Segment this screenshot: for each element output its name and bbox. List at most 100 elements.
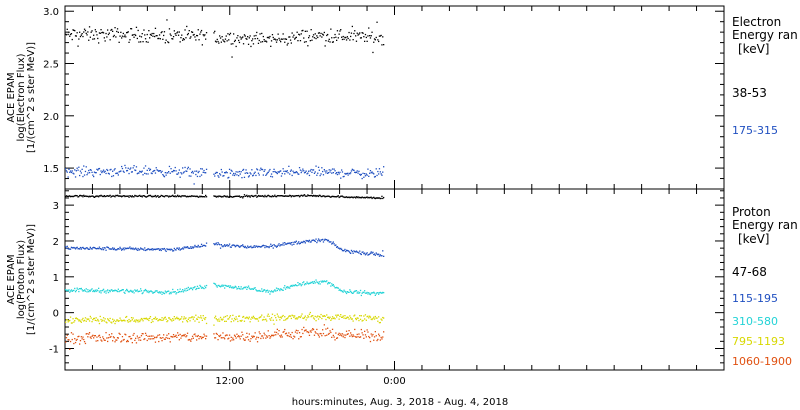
data-point [260, 246, 262, 248]
data-point [103, 291, 105, 293]
data-point [129, 168, 131, 170]
data-point [193, 333, 195, 336]
data-point [341, 249, 344, 252]
data-point [351, 250, 353, 253]
data-point [295, 240, 297, 242]
data-point [340, 177, 342, 179]
data-point [343, 249, 345, 252]
data-point [364, 173, 366, 175]
data-point [174, 195, 176, 197]
data-point [242, 36, 244, 38]
data-point [106, 322, 108, 324]
data-point [132, 290, 134, 292]
data-point [244, 287, 246, 289]
data-point [378, 292, 381, 294]
data-point [217, 242, 219, 244]
data-point [303, 240, 305, 242]
data-point [292, 315, 294, 317]
legend-entry: 175-315 [732, 124, 778, 137]
data-point [267, 36, 269, 38]
data-point [321, 167, 323, 169]
data-point [181, 34, 183, 36]
data-point [215, 196, 217, 198]
data-point [72, 318, 74, 320]
data-point [378, 253, 380, 255]
data-point [336, 195, 339, 197]
data-point [247, 172, 249, 174]
data-point [222, 318, 224, 320]
data-point [112, 195, 115, 197]
data-point [288, 195, 290, 197]
data-point [288, 242, 290, 245]
data-point [241, 177, 243, 179]
data-point [279, 39, 281, 41]
data-point [336, 196, 338, 198]
data-point [160, 249, 162, 252]
data-point [99, 173, 101, 176]
data-point [249, 172, 251, 174]
data-point [378, 197, 381, 199]
data-point [291, 314, 293, 316]
data-point [97, 340, 99, 342]
data-point [254, 287, 256, 289]
data-point [321, 335, 323, 337]
data-point [298, 316, 300, 318]
data-point [160, 337, 162, 339]
data-point [371, 335, 373, 337]
data-point [294, 37, 297, 39]
data-point [110, 248, 112, 250]
data-point [354, 251, 356, 253]
data-point [144, 165, 147, 167]
data-point [369, 293, 372, 296]
data-point [362, 172, 364, 174]
data-point [146, 169, 148, 171]
data-point [296, 31, 298, 33]
data-point [148, 248, 150, 250]
data-point [195, 195, 197, 198]
data-point [188, 247, 190, 249]
data-point [324, 238, 326, 240]
y-tick-label: 1 [53, 273, 59, 284]
data-point [286, 243, 288, 245]
data-point [359, 197, 362, 199]
data-point [313, 280, 316, 283]
data-point [323, 239, 325, 241]
data-point [331, 318, 333, 320]
data-point [352, 197, 354, 199]
data-point [355, 196, 358, 198]
data-point [192, 337, 194, 339]
data-point [136, 335, 138, 337]
data-point [84, 342, 87, 345]
data-point [310, 281, 312, 283]
data-point [120, 195, 122, 197]
data-point [113, 290, 115, 292]
data-point [144, 196, 147, 198]
data-point [65, 341, 67, 343]
data-point [383, 255, 385, 257]
data-point [82, 336, 84, 338]
data-point [278, 171, 280, 174]
data-point [331, 316, 334, 318]
data-point [341, 169, 343, 171]
data-point [351, 168, 353, 170]
data-point [160, 171, 162, 174]
data-point [214, 337, 216, 339]
data-point [304, 171, 306, 173]
data-point [127, 290, 129, 293]
data-point [107, 247, 110, 249]
data-point [249, 321, 251, 323]
data-point [85, 32, 87, 34]
data-point [70, 195, 73, 198]
data-point [164, 42, 166, 44]
data-point [174, 335, 176, 338]
data-point [222, 175, 224, 177]
data-point [79, 194, 81, 197]
data-point [182, 167, 184, 169]
data-point [340, 29, 342, 31]
data-point [238, 287, 241, 290]
data-point [265, 318, 267, 320]
data-point [353, 315, 355, 317]
data-point [310, 331, 312, 333]
data-point [125, 248, 127, 250]
data-point [116, 172, 118, 174]
